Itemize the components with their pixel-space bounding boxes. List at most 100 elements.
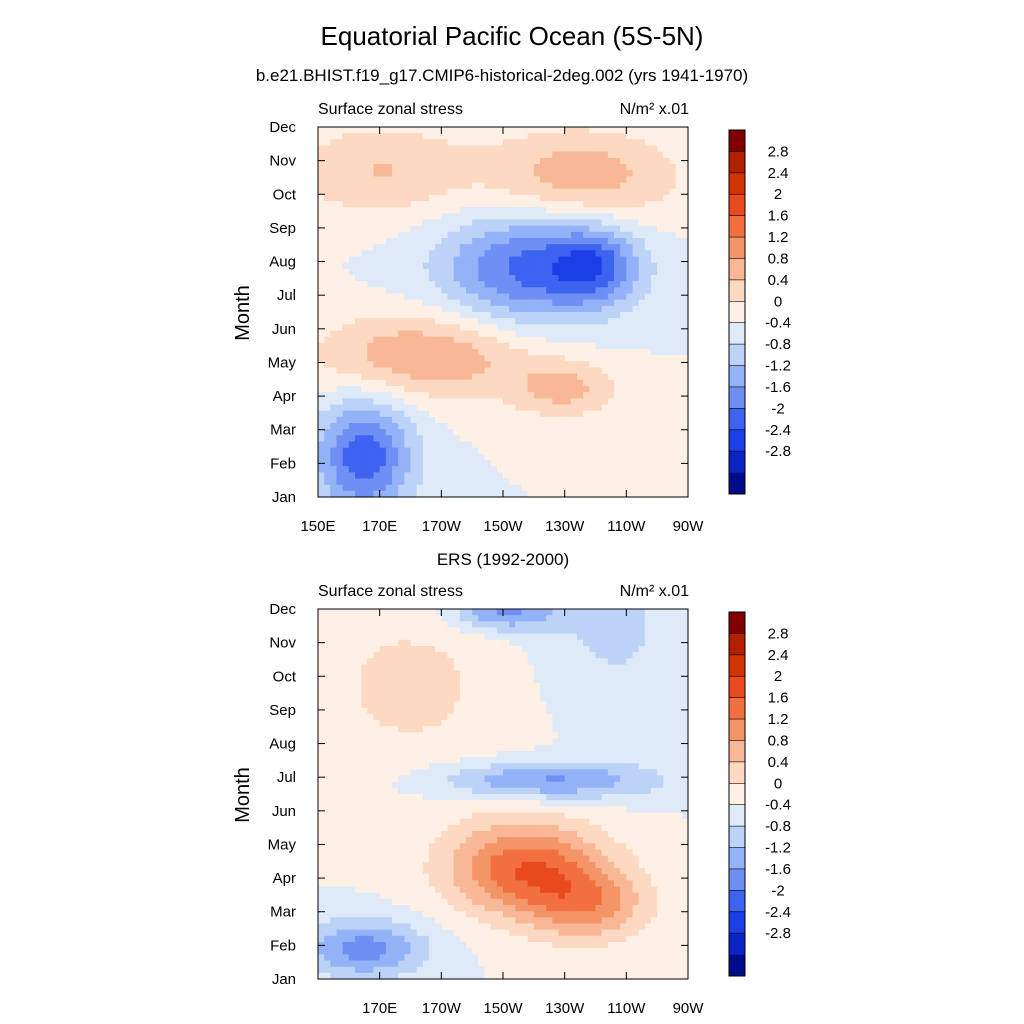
heatmap-cell	[663, 670, 671, 678]
heatmap-cell	[355, 732, 362, 740]
heatmap-cell	[379, 157, 387, 165]
panel-top-field-label: Surface zonal stress	[318, 101, 463, 118]
heatmap-cell	[601, 201, 609, 208]
heatmap-cell	[651, 732, 658, 740]
heatmap-cell	[379, 213, 387, 221]
heatmap-cell	[675, 157, 683, 165]
heatmap-cell	[589, 342, 597, 350]
heatmap-cell	[632, 349, 640, 356]
heatmap-cell	[589, 207, 597, 214]
heatmap-cell	[564, 713, 572, 721]
heatmap-cell	[515, 429, 523, 436]
heatmap-cell	[533, 231, 541, 239]
heatmap-cell	[416, 466, 424, 473]
heatmap-cell	[490, 386, 498, 393]
heatmap-cell	[404, 361, 412, 369]
heatmap-cell	[367, 201, 375, 208]
heatmap-cell	[398, 151, 405, 159]
heatmap-cell	[361, 460, 368, 467]
heatmap-cell	[466, 219, 473, 227]
heatmap-cell	[620, 664, 627, 672]
heatmap-cell	[459, 404, 467, 412]
heatmap-cell	[570, 392, 578, 399]
heatmap-cell	[318, 287, 325, 295]
heatmap-cell	[595, 639, 603, 647]
heatmap-cell	[318, 299, 325, 307]
heatmap-cell	[373, 689, 381, 696]
heatmap-cell	[669, 367, 677, 375]
heatmap-cell	[422, 188, 430, 196]
heatmap-cell	[472, 484, 479, 492]
heatmap-cell	[429, 453, 436, 461]
heatmap-cell	[392, 386, 399, 393]
heatmap-cell	[361, 176, 368, 184]
heatmap-cell	[484, 182, 492, 190]
heatmap-cell	[435, 139, 442, 147]
heatmap-cell	[404, 416, 412, 424]
heatmap-cell	[638, 139, 646, 147]
heatmap-cell	[318, 707, 325, 715]
heatmap-cell	[632, 713, 640, 721]
heatmap-cell	[367, 256, 375, 264]
heatmap-cell	[503, 720, 510, 727]
heatmap-cell	[564, 349, 572, 356]
heatmap-cell	[342, 342, 350, 350]
heatmap-cell	[373, 127, 381, 134]
heatmap-cell	[472, 713, 479, 721]
heatmap-cell	[669, 404, 677, 412]
heatmap-cell	[546, 318, 553, 325]
heatmap-cell	[361, 676, 368, 684]
heatmap-cell	[361, 429, 368, 436]
heatmap-cell	[644, 139, 652, 147]
heatmap-cell	[447, 386, 455, 393]
heatmap-cell	[478, 429, 486, 436]
heatmap-cell	[410, 633, 418, 641]
heatmap-cell	[552, 689, 560, 696]
heatmap-cell	[570, 720, 578, 727]
heatmap-cell	[638, 726, 646, 733]
heatmap-cell	[330, 305, 338, 313]
heatmap-cell	[595, 176, 603, 184]
heatmap-cell	[570, 732, 578, 740]
heatmap-cell	[348, 238, 356, 245]
heatmap-cell	[589, 164, 597, 171]
heatmap-cell	[435, 429, 442, 436]
heatmap-cell	[330, 639, 338, 647]
heatmap-cell	[447, 726, 455, 733]
heatmap-cell	[490, 367, 498, 375]
heatmap-cell	[558, 689, 566, 696]
heatmap-cell	[589, 336, 597, 344]
heatmap-cell	[564, 293, 572, 301]
heatmap-cell	[638, 201, 646, 208]
heatmap-cell	[355, 231, 362, 239]
heatmap-cell	[330, 231, 338, 239]
heatmap-cell	[657, 275, 664, 282]
heatmap-cell	[632, 207, 640, 214]
heatmap-cell	[404, 336, 412, 344]
heatmap-cell	[644, 441, 652, 449]
heatmap-cell	[632, 490, 640, 498]
heatmap-cell	[324, 157, 331, 165]
heatmap-cell	[441, 231, 449, 239]
heatmap-cell	[651, 609, 658, 616]
heatmap-cell	[484, 170, 492, 177]
heatmap-cell	[632, 410, 640, 418]
heatmap-cell	[564, 262, 572, 270]
heatmap-cell	[675, 355, 683, 362]
heatmap-cell	[398, 244, 405, 251]
heatmap-cell	[577, 472, 584, 480]
heatmap-cell	[324, 293, 331, 301]
heatmap-cell	[620, 720, 627, 727]
heatmap-cell	[429, 416, 436, 424]
heatmap-cell	[342, 262, 350, 270]
heatmap-cell	[453, 720, 461, 727]
heatmap-cell	[496, 615, 504, 622]
heatmap-cell	[435, 194, 442, 202]
heatmap-cell	[651, 670, 658, 678]
heatmap-cell	[447, 695, 455, 703]
heatmap-cell	[638, 188, 646, 196]
heatmap-cell	[404, 404, 412, 412]
heatmap-cell	[509, 676, 516, 684]
heatmap-cell	[490, 379, 498, 387]
heatmap-cell	[540, 621, 547, 629]
